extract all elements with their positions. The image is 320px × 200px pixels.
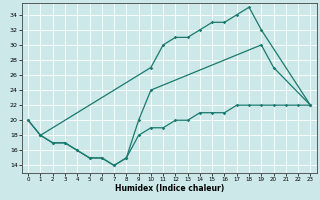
X-axis label: Humidex (Indice chaleur): Humidex (Indice chaleur) bbox=[115, 184, 224, 193]
